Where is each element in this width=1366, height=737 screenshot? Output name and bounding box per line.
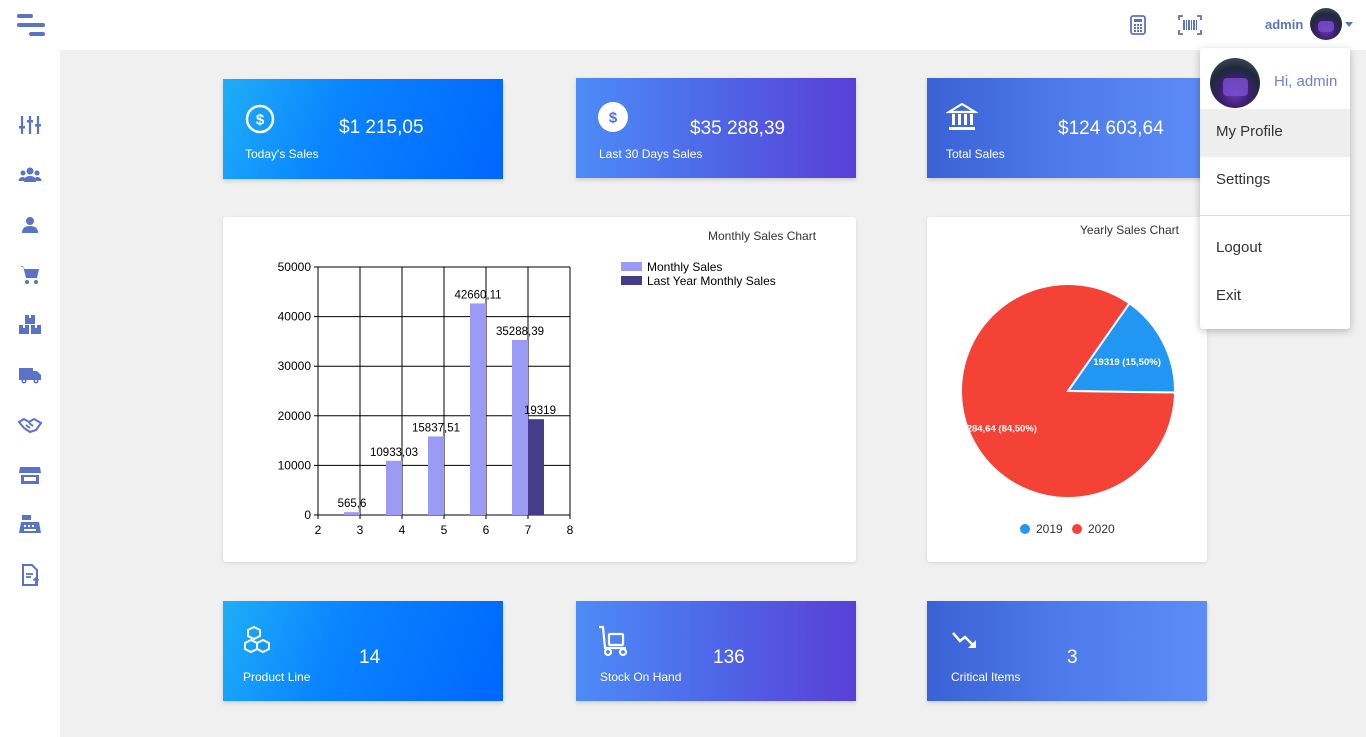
sidebar xyxy=(0,50,60,737)
truck-icon[interactable] xyxy=(18,363,42,387)
users-icon[interactable] xyxy=(18,163,42,187)
last-30-days-sales-label: Last 30 Days Sales xyxy=(599,147,703,161)
dropdown-avatar xyxy=(1210,58,1260,108)
yearly-chart-title: Yearly Sales Chart xyxy=(1080,223,1179,237)
dropdown-divider xyxy=(1200,215,1350,216)
barcode-icon[interactable] xyxy=(1178,14,1202,36)
product-line-label: Product Line xyxy=(243,670,311,684)
y-tick-label: 0 xyxy=(304,508,311,522)
data-label: 565,6 xyxy=(338,498,367,510)
cash-register-icon[interactable] xyxy=(18,513,42,537)
boxes-icon[interactable] xyxy=(18,313,42,337)
y-tick-label: 50000 xyxy=(278,260,312,274)
total-sales-label: Total Sales xyxy=(946,147,1005,161)
svg-text:$: $ xyxy=(256,112,265,129)
bank-icon xyxy=(946,102,978,130)
card-stock-on-hand: 136 Stock On Hand xyxy=(576,601,856,701)
dolly-icon xyxy=(599,625,628,657)
legend-swatch xyxy=(621,276,642,285)
trend-down-icon xyxy=(952,632,976,648)
data-label: 35288,39 xyxy=(496,326,544,338)
x-tick-label: 2 xyxy=(315,523,322,537)
pie-slice[interactable] xyxy=(1066,301,1176,394)
legend-label: Last Year Monthly Sales xyxy=(647,274,776,288)
bar[interactable] xyxy=(470,303,486,515)
monthly-sales-panel: Monthly Sales Chart 2 3 4 5 6 7 8 0 10000 20000 30… xyxy=(223,217,856,562)
bar[interactable] xyxy=(386,460,402,515)
yearly-sales-panel: Yearly Sales Chart 19319 (15,50%) 05284,6… xyxy=(927,217,1207,562)
legend-swatch xyxy=(621,262,642,271)
legend-label: 2020 xyxy=(1088,522,1115,536)
bar[interactable] xyxy=(428,436,444,515)
legend-marker xyxy=(1072,524,1082,534)
store-icon[interactable] xyxy=(18,463,42,487)
x-tick-label: 6 xyxy=(483,523,490,537)
monthly-chart-title: Monthly Sales Chart xyxy=(708,229,817,243)
yearly-sales-chart: 19319 (15,50%) 05284,64 (84,50%) 2019 2020 xyxy=(956,283,1177,536)
data-label: 42660,11 xyxy=(454,289,501,301)
monthly-sales-chart: 2 3 4 5 6 7 8 0 10000 20000 30000 40000 50000 565,6 10… xyxy=(278,260,776,537)
menu-item-logout[interactable]: Logout xyxy=(1216,239,1262,256)
top-bar: admin xyxy=(0,0,1366,50)
card-last-30-days-sales: $ $35 288,39 Last 30 Days Sales xyxy=(576,78,856,178)
legend-label: 2019 xyxy=(1036,522,1063,536)
y-tick-label: 40000 xyxy=(278,310,312,324)
bar[interactable] xyxy=(344,512,360,515)
data-label: 10933,03 xyxy=(370,447,418,459)
product-line-value: 14 xyxy=(359,647,381,668)
pie-label: 19319 (15,50%) xyxy=(1093,357,1161,368)
menu-item-my-profile[interactable]: My Profile xyxy=(1200,109,1350,157)
pie-label: 05284,64 (84,50%) xyxy=(956,424,1037,435)
user-icon[interactable] xyxy=(18,213,42,237)
user-dropdown-menu: Hi, admin My Profile Settings Logout Exi… xyxy=(1200,48,1350,329)
critical-items-value: 3 xyxy=(1067,647,1078,668)
card-todays-sales: $ $1 215,05 Today's Sales xyxy=(223,79,503,179)
cubes-icon xyxy=(244,625,270,654)
y-tick-label: 10000 xyxy=(278,458,312,472)
menu-item-settings[interactable]: Settings xyxy=(1216,171,1271,188)
menu-toggle-icon[interactable] xyxy=(17,14,45,36)
menu-item-exit[interactable]: Exit xyxy=(1216,287,1242,304)
card-product-line: 14 Product Line xyxy=(223,601,503,701)
data-label: 15837,51 xyxy=(412,422,460,434)
calculator-icon[interactable] xyxy=(1127,14,1149,36)
stock-on-hand-value: 136 xyxy=(713,647,745,668)
x-tick-label: 8 xyxy=(567,523,574,537)
pie-slice[interactable] xyxy=(960,283,1177,499)
x-tick-label: 3 xyxy=(357,523,364,537)
dollar-circle-icon: $ xyxy=(598,102,628,132)
stock-on-hand-label: Stock On Hand xyxy=(600,670,682,684)
chevron-down-icon[interactable] xyxy=(1345,22,1353,27)
last-30-days-sales-value: $35 288,39 xyxy=(690,118,786,139)
file-upload-icon[interactable] xyxy=(18,563,42,587)
card-total-sales: $124 603,64 Total Sales xyxy=(927,78,1207,178)
handshake-icon[interactable] xyxy=(18,413,42,437)
x-tick-label: 4 xyxy=(399,523,406,537)
user-name[interactable]: admin xyxy=(1265,17,1304,32)
svg-text:$: $ xyxy=(609,110,618,127)
avatar[interactable] xyxy=(1310,8,1342,40)
data-label: 19319 xyxy=(524,405,556,417)
todays-sales-label: Today's Sales xyxy=(245,147,319,161)
cart-icon[interactable] xyxy=(18,263,42,287)
y-tick-label: 20000 xyxy=(278,409,312,423)
sliders-icon[interactable] xyxy=(18,113,42,137)
dollar-circle-icon: $ xyxy=(245,104,275,134)
total-sales-value: $124 603,64 xyxy=(1058,118,1164,139)
dropdown-greeting: Hi, admin xyxy=(1274,73,1338,90)
bar[interactable] xyxy=(528,419,544,515)
bar[interactable] xyxy=(512,339,528,515)
y-tick-label: 30000 xyxy=(278,359,312,373)
x-tick-label: 7 xyxy=(525,523,532,537)
x-tick-label: 5 xyxy=(441,523,448,537)
legend-marker xyxy=(1020,524,1030,534)
legend-label: Monthly Sales xyxy=(647,260,722,274)
todays-sales-value: $1 215,05 xyxy=(339,117,424,138)
card-critical-items: 3 Critical Items xyxy=(927,601,1207,701)
critical-items-label: Critical Items xyxy=(951,670,1021,684)
